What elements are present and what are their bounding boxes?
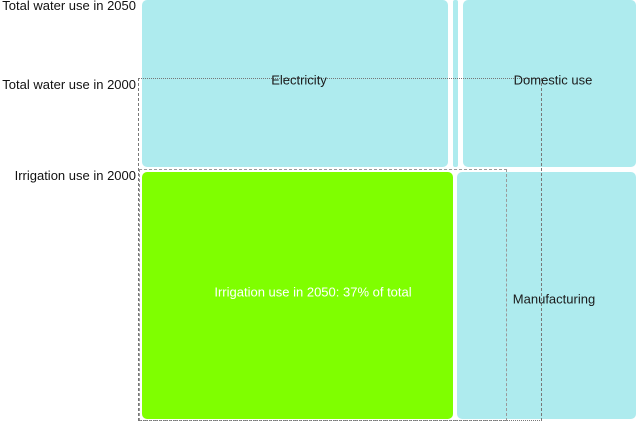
label-electricity: Electricity <box>271 72 327 88</box>
tile-electricity <box>142 0 448 167</box>
tile-manufacturing <box>457 172 636 419</box>
row-label-total-2000: Total water use in 2000 <box>2 77 136 92</box>
label-irrigation-2050: Irrigation use in 2050: 37% of total <box>214 284 412 300</box>
tile-irrigation-2050 <box>142 172 453 419</box>
row-label-irrigation-2000: Irrigation use in 2000 <box>14 168 136 183</box>
label-domestic-use: Domestic use <box>513 72 593 88</box>
tile-domestic-use <box>463 0 636 167</box>
label-manufacturing: Manufacturing <box>512 291 596 307</box>
guide-total-2000-left <box>138 78 139 421</box>
guide-bottom-line <box>138 420 542 421</box>
tile-divider <box>453 0 458 167</box>
row-label-total-2050: Total water use in 2050 <box>2 0 136 13</box>
